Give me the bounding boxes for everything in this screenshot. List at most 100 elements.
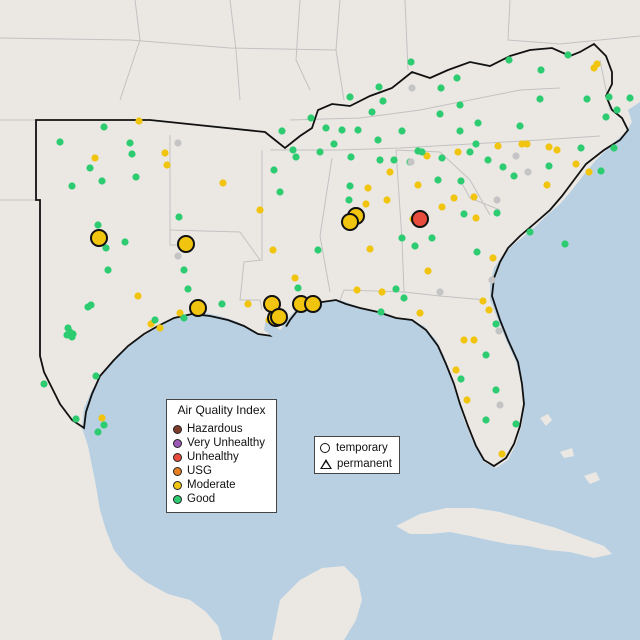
monitor-site-dot[interactable] bbox=[383, 196, 391, 204]
major-monitor-marker[interactable] bbox=[411, 210, 429, 228]
monitor-site-dot[interactable] bbox=[307, 114, 315, 122]
monitor-site-dot[interactable] bbox=[362, 200, 370, 208]
monitor-site-dot[interactable] bbox=[416, 309, 424, 317]
monitor-site-dot[interactable] bbox=[376, 156, 384, 164]
monitor-site-dot[interactable] bbox=[436, 110, 444, 118]
monitor-site-dot[interactable] bbox=[289, 146, 297, 154]
monitor-site-dot[interactable] bbox=[244, 300, 252, 308]
monitor-site-dot[interactable] bbox=[276, 188, 284, 196]
monitor-site-dot[interactable] bbox=[526, 228, 534, 236]
monitor-site-dot[interactable] bbox=[523, 140, 531, 148]
monitor-site-dot[interactable] bbox=[472, 214, 480, 222]
monitor-site-dot[interactable] bbox=[353, 286, 361, 294]
monitor-site-dot[interactable] bbox=[390, 156, 398, 164]
monitor-site-dot[interactable] bbox=[176, 309, 184, 317]
monitor-site-dot[interactable] bbox=[184, 285, 192, 293]
monitor-site-dot[interactable] bbox=[536, 95, 544, 103]
monitor-site-dot[interactable] bbox=[151, 316, 159, 324]
monitor-site-dot[interactable] bbox=[456, 101, 464, 109]
major-monitor-marker[interactable] bbox=[189, 299, 207, 317]
monitor-site-dot[interactable] bbox=[564, 51, 572, 59]
monitor-site-dot[interactable] bbox=[292, 153, 300, 161]
monitor-site-dot[interactable] bbox=[269, 246, 277, 254]
monitor-site-dot[interactable] bbox=[128, 150, 136, 158]
monitor-site-dot[interactable] bbox=[512, 420, 520, 428]
monitor-site-dot[interactable] bbox=[613, 106, 621, 114]
monitor-site-dot[interactable] bbox=[94, 221, 102, 229]
monitor-site-dot[interactable] bbox=[470, 193, 478, 201]
monitor-site-dot[interactable] bbox=[602, 113, 610, 121]
monitor-site-dot[interactable] bbox=[577, 144, 585, 152]
monitor-site-dot[interactable] bbox=[463, 396, 471, 404]
monitor-site-dot[interactable] bbox=[472, 140, 480, 148]
monitor-site-dot[interactable] bbox=[605, 93, 613, 101]
monitor-site-dot[interactable] bbox=[479, 297, 487, 305]
monitor-site-dot[interactable] bbox=[134, 292, 142, 300]
monitor-site-dot[interactable] bbox=[492, 320, 500, 328]
monitor-site-dot[interactable] bbox=[450, 194, 458, 202]
monitor-site-dot[interactable] bbox=[561, 240, 569, 248]
monitor-site-dot[interactable] bbox=[524, 168, 532, 176]
monitor-site-dot[interactable] bbox=[456, 127, 464, 135]
monitor-site-dot[interactable] bbox=[163, 161, 171, 169]
monitor-site-dot[interactable] bbox=[175, 213, 183, 221]
monitor-site-dot[interactable] bbox=[98, 414, 106, 422]
monitor-site-dot[interactable] bbox=[494, 142, 502, 150]
monitor-site-dot[interactable] bbox=[92, 372, 100, 380]
monitor-site-dot[interactable] bbox=[505, 56, 513, 64]
monitor-site-dot[interactable] bbox=[87, 301, 95, 309]
monitor-site-dot[interactable] bbox=[278, 127, 286, 135]
monitor-site-dot[interactable] bbox=[86, 164, 94, 172]
monitor-site-dot[interactable] bbox=[484, 156, 492, 164]
monitor-site-dot[interactable] bbox=[161, 149, 169, 157]
monitor-site-dot[interactable] bbox=[374, 136, 382, 144]
monitor-site-dot[interactable] bbox=[102, 244, 110, 252]
monitor-site-dot[interactable] bbox=[100, 421, 108, 429]
monitor-site-dot[interactable] bbox=[40, 380, 48, 388]
monitor-site-dot[interactable] bbox=[338, 126, 346, 134]
monitor-site-dot[interactable] bbox=[386, 168, 394, 176]
monitor-site-dot[interactable] bbox=[585, 168, 593, 176]
monitor-site-dot[interactable] bbox=[597, 167, 605, 175]
monitor-site-dot[interactable] bbox=[493, 209, 501, 217]
monitor-site-dot[interactable] bbox=[72, 415, 80, 423]
monitor-site-dot[interactable] bbox=[322, 124, 330, 132]
monitor-site-dot[interactable] bbox=[364, 184, 372, 192]
monitor-site-dot[interactable] bbox=[512, 152, 520, 160]
major-monitor-marker[interactable] bbox=[90, 229, 108, 247]
monitor-site-dot[interactable] bbox=[346, 182, 354, 190]
monitor-site-dot[interactable] bbox=[256, 206, 264, 214]
monitor-site-dot[interactable] bbox=[126, 139, 134, 147]
monitor-site-dot[interactable] bbox=[543, 181, 551, 189]
monitor-site-dot[interactable] bbox=[489, 254, 497, 262]
monitor-site-dot[interactable] bbox=[495, 327, 503, 335]
monitor-site-dot[interactable] bbox=[407, 158, 415, 166]
monitor-site-dot[interactable] bbox=[492, 386, 500, 394]
monitor-site-dot[interactable] bbox=[457, 375, 465, 383]
monitor-site-dot[interactable] bbox=[470, 336, 478, 344]
monitor-site-dot[interactable] bbox=[453, 74, 461, 82]
monitor-site-dot[interactable] bbox=[379, 97, 387, 105]
monitor-site-dot[interactable] bbox=[98, 177, 106, 185]
monitor-site-dot[interactable] bbox=[482, 416, 490, 424]
monitor-site-dot[interactable] bbox=[553, 146, 561, 154]
monitor-site-dot[interactable] bbox=[104, 266, 112, 274]
monitor-site-dot[interactable] bbox=[610, 144, 618, 152]
monitor-site-dot[interactable] bbox=[438, 203, 446, 211]
monitor-site-dot[interactable] bbox=[121, 238, 129, 246]
monitor-site-dot[interactable] bbox=[626, 94, 634, 102]
monitor-site-dot[interactable] bbox=[518, 140, 526, 148]
monitor-site-dot[interactable] bbox=[398, 234, 406, 242]
monitor-site-dot[interactable] bbox=[424, 267, 432, 275]
monitor-site-dot[interactable] bbox=[454, 148, 462, 156]
monitor-site-dot[interactable] bbox=[499, 163, 507, 171]
monitor-site-dot[interactable] bbox=[485, 306, 493, 314]
major-monitor-marker[interactable] bbox=[270, 308, 288, 326]
monitor-site-dot[interactable] bbox=[545, 162, 553, 170]
monitor-site-dot[interactable] bbox=[436, 288, 444, 296]
monitor-site-dot[interactable] bbox=[496, 401, 504, 409]
monitor-site-dot[interactable] bbox=[398, 127, 406, 135]
monitor-site-dot[interactable] bbox=[68, 182, 76, 190]
monitor-site-dot[interactable] bbox=[423, 152, 431, 160]
monitor-site-dot[interactable] bbox=[270, 166, 278, 174]
